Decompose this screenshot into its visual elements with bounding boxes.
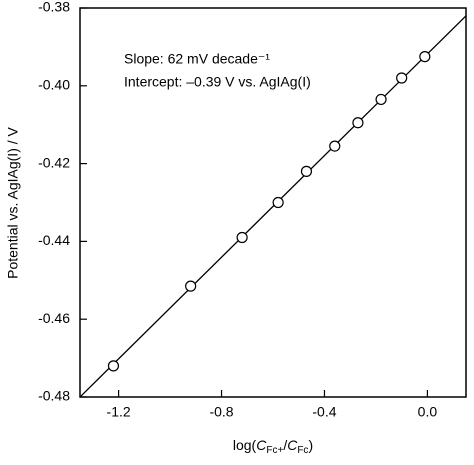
x-label-part: Fc (297, 445, 308, 456)
x-label-part: C (287, 437, 298, 453)
y-tick-label: -0.44 (38, 232, 70, 248)
x-axis-label: log(CFc+/CFc) (233, 437, 313, 456)
data-point (396, 72, 408, 84)
y-tick-label: -0.46 (38, 310, 70, 326)
x-tick-label: 0.0 (418, 404, 438, 420)
x-tick-label: -0.8 (209, 404, 233, 420)
x-tick-label: -1.2 (107, 404, 131, 420)
data-point (272, 196, 284, 209)
annotation: Intercept: –0.39 V vs. AgIAg(I) (124, 74, 311, 90)
x-tick-label: -0.4 (312, 404, 336, 420)
data-point (300, 165, 313, 177)
y-tick-label: -0.38 (38, 0, 70, 15)
y-tick-label: -0.48 (38, 388, 70, 404)
y-tick-label: -0.40 (38, 77, 70, 93)
x-label-part: / (283, 437, 287, 453)
data-point (236, 231, 248, 244)
data-point (329, 140, 341, 152)
annotation: Slope: 62 mV decade⁻¹ (124, 51, 270, 67)
y-axis-label: Potential vs. AgIAg(I) / V (5, 126, 21, 278)
plot-frame (79, 7, 467, 398)
x-label-part: C (256, 437, 267, 453)
x-label-part: ) (308, 437, 313, 453)
data-point (185, 280, 197, 292)
x-label-part: Fc+ (266, 445, 283, 456)
data-point (107, 360, 120, 372)
data-point (352, 117, 364, 129)
data-point (375, 93, 387, 106)
data-point (419, 51, 431, 63)
y-tick-label: -0.42 (38, 154, 70, 170)
x-label-part: log( (233, 437, 257, 453)
